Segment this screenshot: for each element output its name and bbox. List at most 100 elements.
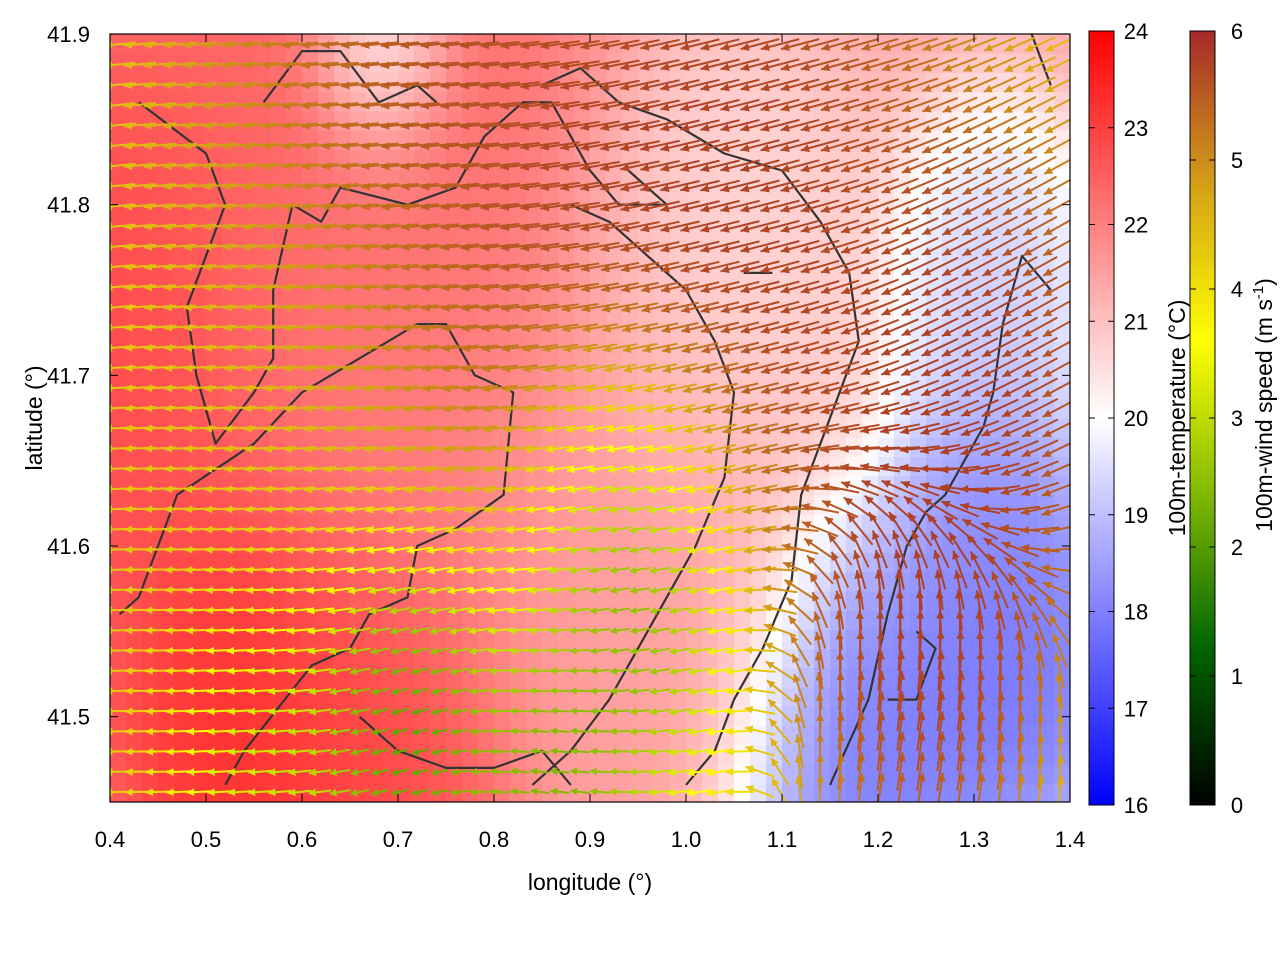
heatmap-cell — [254, 764, 271, 784]
heatmap-cell — [318, 322, 335, 342]
wind-arrow-head — [105, 647, 113, 655]
heatmap-cell — [110, 514, 127, 534]
heatmap-cell — [190, 360, 207, 380]
wind-arrow-head — [105, 283, 113, 291]
heatmap-cell — [942, 687, 959, 707]
heatmap-cell — [1054, 149, 1071, 169]
heatmap-cell — [286, 591, 303, 611]
heatmap-cell — [430, 706, 447, 726]
heatmap-cell — [926, 456, 943, 476]
heatmap-cell — [174, 744, 191, 764]
heatmap-cell — [158, 360, 175, 380]
heatmap-cell — [958, 476, 975, 496]
heatmap-cell — [782, 495, 799, 515]
heatmap-cell — [222, 610, 239, 630]
heatmap-cell — [334, 629, 351, 649]
heatmap-cell — [238, 226, 255, 246]
heatmap-cell — [814, 725, 831, 745]
heatmap-cell — [494, 610, 511, 630]
heatmap-cell — [174, 725, 191, 745]
heatmap-cell — [590, 764, 607, 784]
heatmap-cell — [862, 591, 879, 611]
heatmap-cell — [462, 92, 479, 112]
heatmap-cell — [974, 783, 991, 803]
heatmap-cell — [110, 610, 127, 630]
heatmap-cell — [350, 476, 367, 496]
heatmap-cell — [686, 476, 703, 496]
heatmap-cell — [254, 629, 271, 649]
heatmap-cell — [894, 610, 911, 630]
heatmap-cell — [190, 725, 207, 745]
heatmap-cell — [190, 456, 207, 476]
heatmap-cell — [350, 226, 367, 246]
heatmap-cell — [302, 591, 319, 611]
wind-arrow-head — [105, 748, 113, 756]
wind-arrow-head — [105, 384, 113, 392]
heatmap-cell — [126, 207, 143, 227]
heatmap-cell — [254, 591, 271, 611]
wind-arrow-head — [104, 566, 112, 574]
heatmap-cell — [174, 207, 191, 227]
wind-arrow-head — [104, 61, 112, 69]
heatmap-cell — [558, 725, 575, 745]
wind-arrow-head — [105, 727, 113, 735]
wind-arrow-head — [104, 525, 112, 533]
heatmap-cell — [430, 92, 447, 112]
heatmap-cell — [398, 207, 415, 227]
heatmap-cell — [526, 476, 543, 496]
heatmap-cell — [110, 572, 127, 592]
heatmap-cell — [158, 207, 175, 227]
heatmap-cell — [542, 629, 559, 649]
heatmap-cell — [814, 572, 831, 592]
heatmap-cell — [1054, 284, 1071, 304]
heatmap-cell — [110, 341, 127, 361]
heatmap-cell — [190, 495, 207, 515]
heatmap-cell — [862, 610, 879, 630]
heatmap-cell — [910, 610, 927, 630]
heatmap-cell — [110, 629, 127, 649]
wind-arrow-head — [104, 485, 112, 493]
wind-arrow-head — [104, 223, 112, 231]
heatmap-cell — [622, 476, 639, 496]
heatmap-cell — [158, 322, 175, 342]
heatmap-cell — [190, 514, 207, 534]
heatmap-cell — [270, 495, 287, 515]
heatmap-cell — [1022, 706, 1039, 726]
heatmap-cell — [286, 725, 303, 745]
heatmap-cell — [174, 764, 191, 784]
heatmap-cell — [110, 706, 127, 726]
heatmap-cell — [174, 341, 191, 361]
heatmap-cell — [110, 226, 127, 246]
heatmap-cell — [558, 341, 575, 361]
heatmap-cell — [478, 706, 495, 726]
heatmap-cell — [238, 322, 255, 342]
heatmap-cell — [478, 725, 495, 745]
heatmap-cell — [286, 341, 303, 361]
heatmap-cell — [254, 322, 271, 342]
heatmap-cell — [670, 706, 687, 726]
wind-arrow-head — [104, 606, 112, 614]
heatmap-cell — [430, 591, 447, 611]
wind-arrow-head — [105, 364, 113, 372]
heatmap-cell — [158, 725, 175, 745]
heatmap-cell — [126, 495, 143, 515]
heatmap-cell — [414, 725, 431, 745]
wind-arrow-head — [105, 687, 113, 695]
heatmap-cell — [430, 476, 447, 496]
heatmap-cell — [110, 322, 127, 342]
wind-arrow-head — [104, 41, 112, 49]
heatmap-cell — [270, 514, 287, 534]
heatmap-cell — [558, 706, 575, 726]
heatmap-cell — [158, 456, 175, 476]
heatmap-cell — [494, 706, 511, 726]
heatmap-cell — [606, 591, 623, 611]
heatmap-cell — [110, 744, 127, 764]
heatmap-cell — [254, 744, 271, 764]
wind-arrow-head — [105, 465, 113, 473]
heatmap-cell — [270, 207, 287, 227]
heatmap-cell — [238, 341, 255, 361]
heatmap-cell — [270, 92, 287, 112]
heatmap-cell — [446, 725, 463, 745]
heatmap-cell — [110, 360, 127, 380]
heatmap-cell — [174, 456, 191, 476]
